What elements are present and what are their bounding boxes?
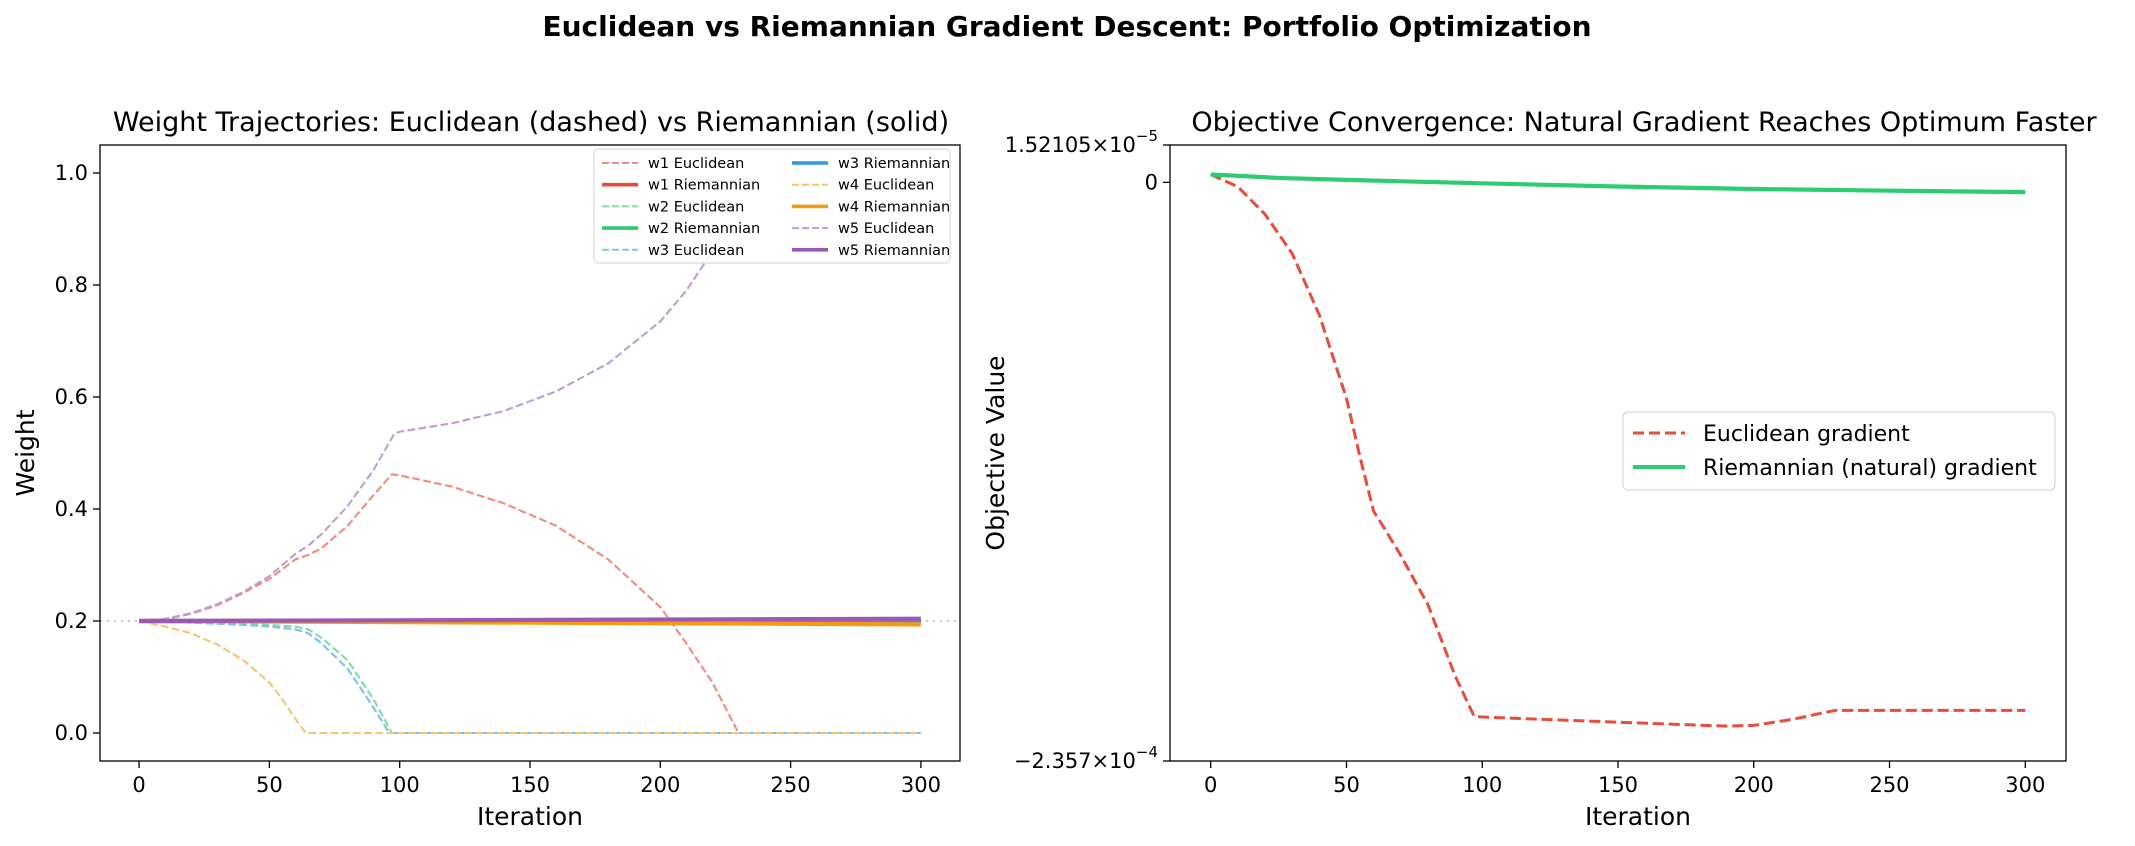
weight-xtick-label: 250	[771, 773, 811, 797]
weight-chart-legend: w1 Euclidean w1 Riemannian w2 Euclidean w2 …	[593, 148, 951, 264]
weight-legend-label: w1 Riemannian	[648, 178, 760, 194]
objective-series-line-riemannian-natural-gradient	[1210, 172, 2026, 195]
weight-chart-xlabel: Iteration	[477, 802, 583, 831]
objective-legend-label: Euclidean gradient	[1703, 422, 1910, 447]
weight-legend-label: w2 Riemannian	[648, 221, 760, 237]
objective-xtick-label: 0	[1204, 773, 1217, 797]
weight-series-line-w4-euclidean	[138, 619, 921, 735]
weight-series-group	[138, 228, 921, 735]
objective-chart-title: Objective Convergence: Natural Gradient …	[1191, 107, 2097, 138]
objective-chart-frame	[1169, 144, 2067, 762]
weight-ytick-label: 0.6	[55, 385, 88, 409]
objective-xtick-label: 150	[1598, 773, 1638, 797]
weight-series-line-w5-euclidean	[139, 228, 727, 623]
figure-suptitle: Euclidean vs Riemannian Gradient Descent…	[542, 10, 1591, 43]
weight-chart-title: Weight Trajectories: Euclidean (dashed) …	[113, 107, 949, 138]
objective-chart-ylabel: Objective Value	[981, 355, 1010, 550]
weight-ytick-label: 0.0	[55, 721, 88, 745]
objective-xtick-label: 300	[2005, 773, 2045, 797]
objective-xtick-label: 50	[1333, 773, 1360, 797]
objective-legend-box	[1622, 411, 2056, 491]
objective-xtick-label: 200	[1734, 773, 1774, 797]
weight-legend-label: w5 Riemannian	[838, 243, 950, 259]
weight-legend-label: w2 Euclidean	[648, 199, 744, 215]
objective-series-group	[1210, 172, 2026, 728]
objective-series-line-euclidean-gradient	[1210, 173, 2026, 728]
weight-legend-box	[593, 148, 951, 264]
weight-legend-label: w5 Euclidean	[838, 221, 934, 237]
weight-legend-label: w4 Euclidean	[838, 178, 934, 194]
weight-chart-ylabel: Weight	[11, 409, 40, 496]
weight-ytick-label: 1.0	[55, 161, 88, 185]
objective-legend-label: Riemannian (natural) gradient	[1703, 456, 2037, 481]
weight-series-line-w3-euclidean	[139, 619, 921, 735]
objective-ytick-label: 1.52105×10−5	[1005, 127, 1158, 157]
weight-legend-label: w4 Riemannian	[838, 199, 950, 215]
weight-xtick-label: 150	[510, 773, 550, 797]
objective-chart-xlabel: Iteration	[1585, 802, 1691, 831]
weight-legend-label: w3 Riemannian	[838, 156, 950, 172]
objective-chart-legend: Euclidean gradient Riemannian (natural) g…	[1622, 411, 2056, 491]
weight-legend-label: w1 Euclidean	[648, 156, 744, 172]
objective-convergence-axes: Objective Convergence: Natural Gradient …	[981, 107, 2098, 831]
weight-series-line-w5-riemannian	[139, 616, 921, 624]
objective-ytick-label: 0	[1145, 170, 1158, 194]
weight-xtick-label: 100	[380, 773, 420, 797]
weight-chart-frame	[99, 144, 961, 762]
weight-xtick-label: 0	[132, 773, 145, 797]
objective-ytick-label: −2.357×10−4	[1014, 743, 1158, 773]
weight-ytick-label: 0.8	[55, 273, 88, 297]
objective-xtick-label: 250	[1869, 773, 1909, 797]
weight-xtick-label: 50	[256, 773, 283, 797]
weight-xtick-label: 200	[640, 773, 680, 797]
weight-ytick-label: 0.2	[55, 609, 88, 633]
weight-trajectories-axes: Weight Trajectories: Euclidean (dashed) …	[11, 107, 961, 831]
weight-xtick-label: 300	[901, 773, 941, 797]
objective-xtick-label: 100	[1462, 773, 1502, 797]
weight-legend-label: w3 Euclidean	[648, 243, 744, 259]
weight-ytick-label: 0.4	[55, 497, 88, 521]
